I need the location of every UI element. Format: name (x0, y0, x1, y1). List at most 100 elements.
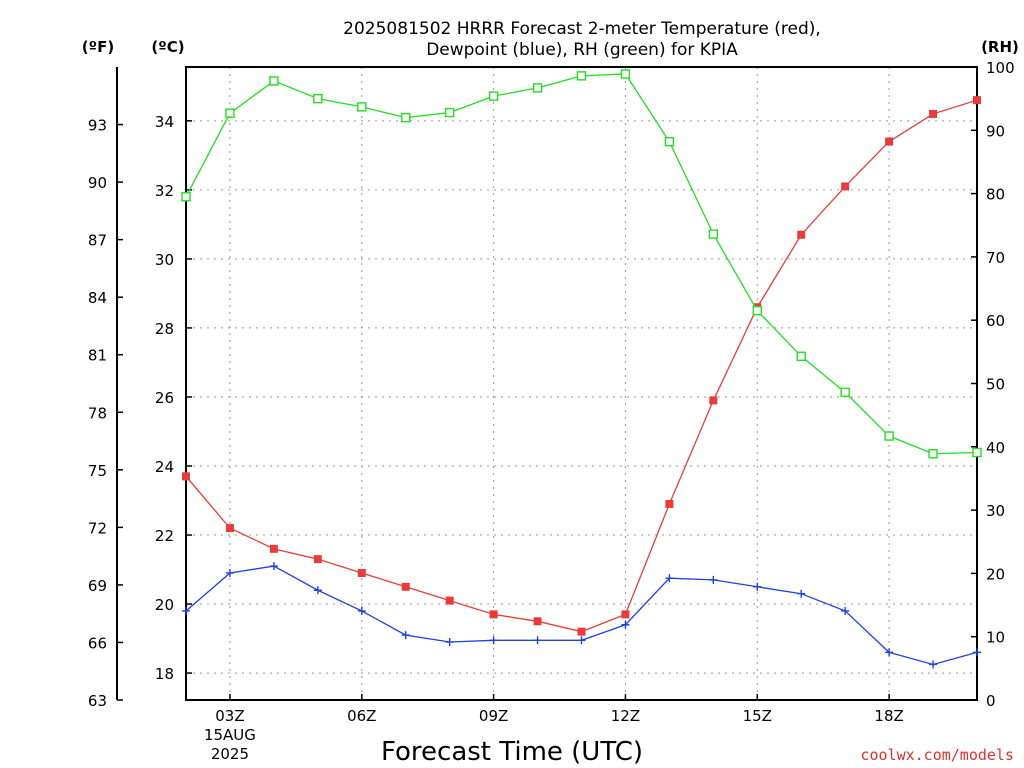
data-point-dewpoint (313, 586, 322, 595)
data-point-temperature (885, 137, 894, 146)
celsius-tick-label: 20 (155, 596, 174, 614)
data-point-dewpoint (929, 660, 938, 669)
rh-tick-label: 60 (986, 312, 1005, 330)
celsius-tick-label: 28 (155, 320, 174, 338)
data-point-dewpoint (182, 606, 190, 615)
data-point-rh (928, 449, 938, 459)
fahrenheit-tick-label: 87 (88, 232, 107, 250)
fahrenheit-tick-label: 72 (88, 519, 107, 537)
data-point-temperature (929, 109, 938, 118)
x-tick-label: 06Z (347, 707, 376, 725)
data-point-dewpoint (665, 574, 674, 583)
rh-tick-label: 90 (986, 122, 1005, 140)
chart-title-line-2: Dewpoint (blue), RH (green) for KPIA (426, 40, 738, 60)
axes (116, 66, 978, 701)
fahrenheit-tick-label: 66 (88, 634, 107, 652)
series-temperature (182, 96, 981, 636)
series-line-temperature (185, 99, 978, 633)
data-point-dewpoint (445, 638, 454, 647)
data-point-dewpoint (885, 648, 894, 657)
data-point-temperature (445, 596, 454, 605)
data-point-rh (532, 83, 543, 93)
rh-tick-label: 40 (986, 439, 1005, 457)
x-tick-label: 12Z (611, 707, 640, 725)
fahrenheit-tick-label: 69 (88, 577, 107, 595)
data-point-rh (664, 136, 675, 147)
fahrenheit-tick-label: 84 (88, 289, 107, 307)
data-point-rh (181, 192, 191, 202)
data-point-temperature (313, 555, 322, 564)
data-point-temperature (841, 182, 850, 191)
data-point-dewpoint (489, 636, 498, 645)
series-line-dewpoint (185, 565, 978, 666)
data-point-rh (840, 387, 850, 398)
data-point-dewpoint (797, 589, 806, 598)
x-tick-label: 18Z (874, 707, 903, 725)
data-point-rh (708, 229, 719, 239)
fahrenheit-tick-label: 75 (88, 462, 107, 480)
chart-title-line-1: 2025081502 HRRR Forecast 2-meter Tempera… (343, 19, 821, 39)
data-point-temperature (357, 568, 366, 577)
data-point-temperature (577, 627, 586, 636)
celsius-tick-label: 18 (155, 665, 174, 683)
series-dewpoint (182, 562, 981, 669)
data-point-rh (357, 102, 367, 112)
credit-text: coolwx.com/models (860, 746, 1014, 764)
data-point-dewpoint (709, 575, 718, 584)
fahrenheit-tick-label: 90 (88, 174, 107, 192)
x-tick-label: 09Z (479, 707, 508, 725)
data-point-rh (620, 69, 631, 79)
rh-tick-label: 30 (986, 502, 1005, 520)
plot-frame (185, 66, 978, 701)
x-tick-label: 15Z (743, 707, 772, 725)
data-point-rh (796, 351, 806, 361)
data-point-dewpoint (577, 636, 586, 645)
celsius-tick-label: 22 (155, 527, 174, 545)
data-point-dewpoint (841, 606, 850, 615)
rh-unit-label: (RH) (981, 38, 1019, 56)
series-rh (181, 69, 982, 459)
x-axis-label: Forecast Time (UTC) (381, 737, 643, 767)
data-point-temperature (665, 499, 674, 508)
x-tick-label: 2025 (211, 745, 249, 763)
data-point-dewpoint (973, 648, 981, 657)
data-point-rh (444, 107, 455, 118)
series-lines (181, 69, 982, 669)
fahrenheit-tick-label: 93 (88, 117, 107, 135)
fahrenheit-tick-label: 78 (88, 404, 107, 422)
data-point-rh (488, 91, 499, 101)
data-point-dewpoint (533, 636, 542, 645)
data-point-temperature (269, 544, 278, 553)
rh-tick-label: 0 (986, 692, 996, 710)
data-point-dewpoint (753, 582, 762, 591)
rh-tick-label: 50 (986, 376, 1005, 394)
data-point-temperature (225, 524, 234, 533)
data-point-rh (972, 447, 982, 458)
grid (186, 67, 977, 700)
data-point-temperature (709, 396, 718, 405)
data-point-rh (313, 93, 323, 104)
x-tick-label: 15AUG (204, 726, 256, 744)
data-point-temperature (401, 582, 410, 591)
data-point-rh (269, 76, 279, 86)
fahrenheit-tick-label: 63 (88, 692, 107, 710)
data-point-rh (225, 108, 235, 118)
rh-tick-label: 10 (986, 629, 1005, 647)
fahrenheit-unit-label: (ºF) (82, 38, 114, 56)
rh-tick-label: 100 (986, 59, 1015, 77)
data-point-temperature (797, 230, 806, 239)
data-point-temperature (533, 617, 542, 626)
celsius-unit-label: (ºC) (151, 38, 184, 56)
rh-tick-label: 80 (986, 186, 1005, 204)
celsius-tick-label: 26 (155, 389, 174, 407)
data-point-dewpoint (269, 562, 278, 571)
data-point-dewpoint (357, 606, 366, 615)
celsius-tick-label: 24 (155, 458, 174, 476)
data-point-rh (401, 112, 411, 123)
data-point-dewpoint (401, 631, 410, 640)
rh-tick-label: 70 (986, 249, 1005, 267)
data-point-rh (752, 306, 762, 316)
celsius-tick-label: 32 (155, 182, 174, 200)
x-tick-label: 03Z (215, 707, 244, 725)
data-point-temperature (973, 96, 981, 105)
